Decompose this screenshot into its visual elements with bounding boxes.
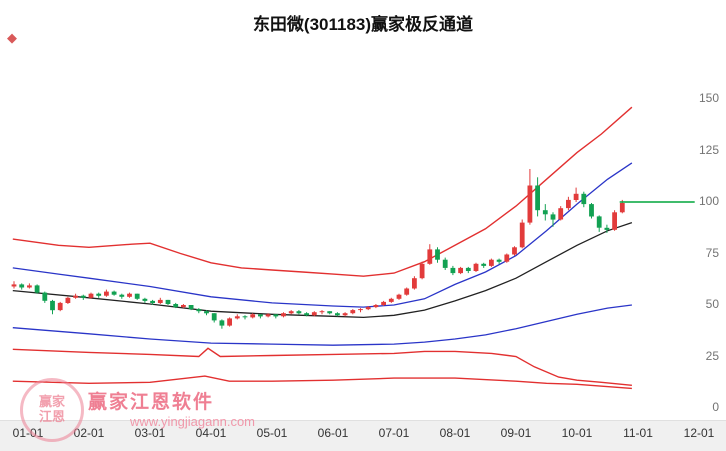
x-tick-label: 06-01 <box>317 426 349 440</box>
candlestick-series[interactable] <box>11 169 625 329</box>
x-tick-label: 08-01 <box>439 426 471 440</box>
x-tick-label: 02-01 <box>73 426 105 440</box>
watermark-logo: 赢家 江恩 <box>20 378 84 442</box>
y-tick-label: 75 <box>705 245 719 260</box>
x-tick-label: 11-01 <box>623 426 653 440</box>
watermark-brand: 赢家江恩软件 <box>88 392 215 413</box>
x-tick-label: 09-01 <box>500 426 532 440</box>
middle-line-black <box>12 221 633 319</box>
corner-mark: ◆ <box>7 30 17 45</box>
chart-title: 东田微(301183)赢家极反通道 <box>252 15 474 34</box>
x-tick-label: 07-01 <box>378 426 410 440</box>
lower-channel-blue <box>12 304 632 346</box>
y-tick-label: 0 <box>712 400 719 414</box>
x-tick-label: 03-01 <box>134 426 166 440</box>
watermark-logo-line2: 江恩 <box>38 409 65 424</box>
watermark-url: www.yingjiagann.com <box>130 414 256 429</box>
x-axis-band <box>0 420 726 451</box>
watermark-logo-line1: 赢家 <box>38 394 65 410</box>
y-tick-label: 100 <box>698 194 719 208</box>
x-tick-label: 12-01 <box>683 426 715 440</box>
outer-channel-red <box>12 375 632 390</box>
x-tick-label: 04-01 <box>195 426 227 440</box>
y-tick-label: 150 <box>698 91 719 105</box>
y-tick-label: 125 <box>698 142 719 157</box>
x-tick-label: 05-01 <box>256 426 288 440</box>
upper-channel-blue <box>12 162 633 308</box>
y-tick-label: 25 <box>705 348 719 363</box>
x-tick-label: 10-01 <box>561 426 593 440</box>
y-tick-label: 50 <box>705 297 719 311</box>
lower-channel-red <box>12 347 632 386</box>
